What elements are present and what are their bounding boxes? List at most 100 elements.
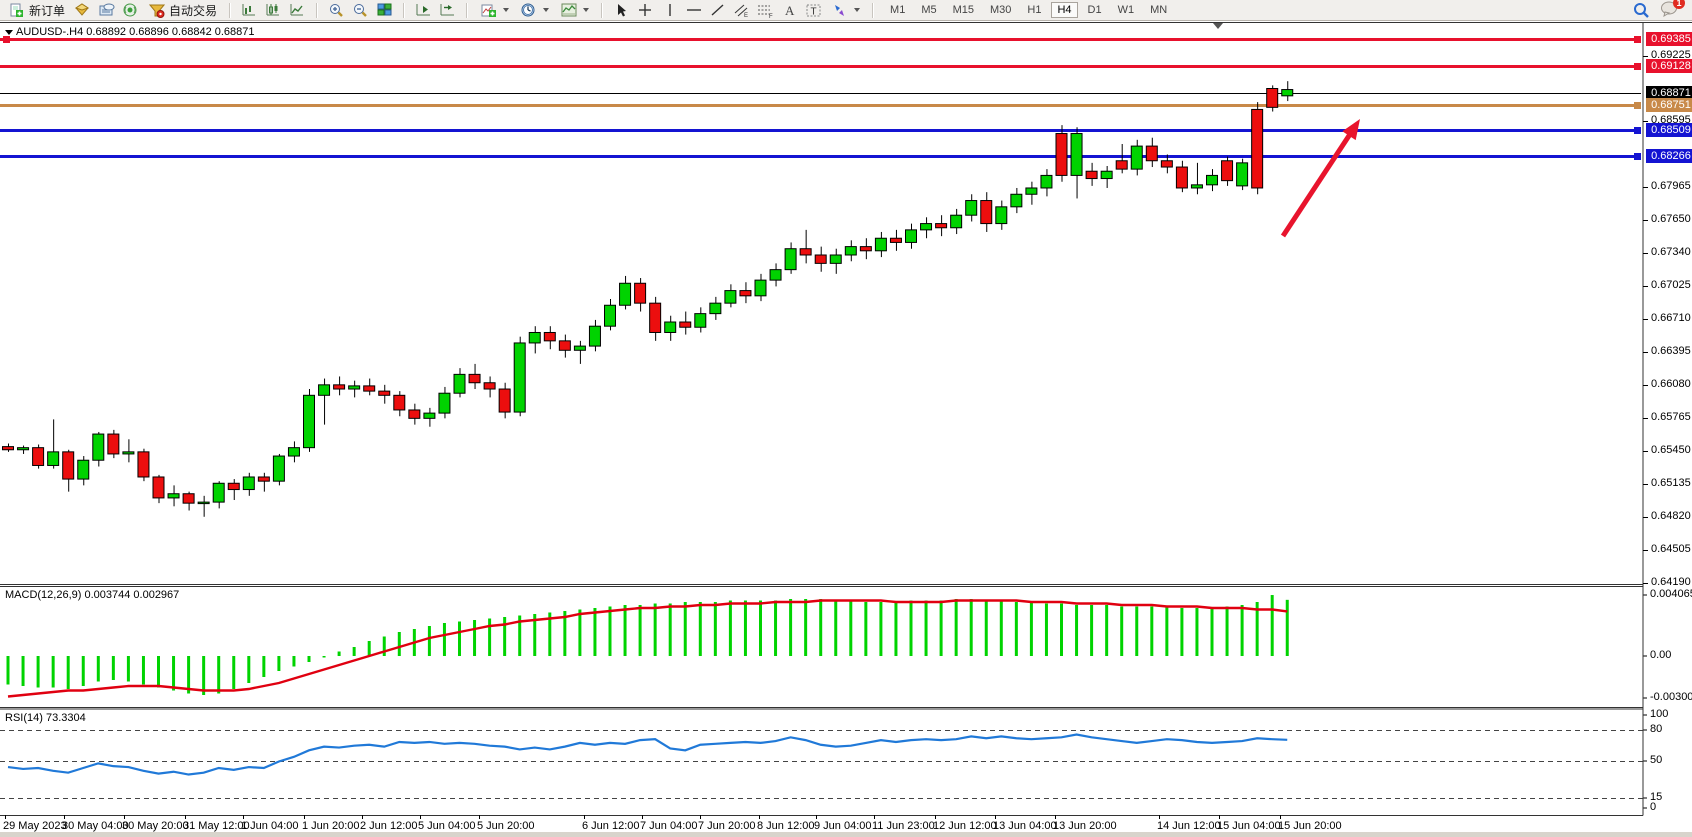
timeframe-button-h1[interactable]: H1	[1027, 4, 1042, 16]
candle-body	[724, 290, 737, 304]
candle-body	[167, 493, 180, 499]
hline-handle[interactable]	[1634, 153, 1641, 160]
text-tool-icon[interactable]: A	[781, 2, 798, 18]
timeframe-button-mn[interactable]: MN	[1150, 4, 1168, 16]
toolbar-separator	[601, 2, 604, 18]
periods-button[interactable]	[518, 1, 551, 20]
timeframe-button-m1[interactable]: M1	[890, 4, 906, 16]
chart-shift-marker[interactable]	[1213, 23, 1223, 29]
time-label: 1 Jun 20:00	[302, 820, 360, 832]
trend-arrow-object[interactable]	[1280, 125, 1357, 238]
zoom-in-icon[interactable]	[328, 2, 345, 18]
chat-button[interactable]: 1	[1660, 0, 1685, 20]
market-watch-icon[interactable]	[74, 2, 91, 18]
candle-body	[859, 246, 872, 252]
time-label: 5 Jun 04:00	[418, 820, 476, 832]
candle-body	[920, 223, 933, 231]
price-tick-label: 0.64505	[1651, 543, 1691, 555]
time-label: 8 Jun 12:00	[757, 820, 815, 832]
candle-body	[528, 331, 541, 344]
candle-body	[1100, 170, 1113, 180]
candle-body	[1190, 184, 1203, 189]
timeframe-button-m15[interactable]: M15	[952, 4, 974, 16]
candle-body	[408, 409, 421, 419]
candle-body	[634, 282, 647, 304]
templates-button[interactable]	[558, 1, 591, 20]
candle-body	[1025, 187, 1038, 195]
price-tick-label: 0.65450	[1651, 444, 1691, 456]
price-tick-label: 0.67965	[1651, 180, 1691, 192]
chart-shift-icon[interactable]	[439, 2, 456, 18]
candle-body	[950, 214, 963, 229]
toolbar-separator	[466, 2, 469, 18]
candle-body	[197, 501, 210, 505]
alerts-icon[interactable]	[122, 2, 139, 18]
candle-body	[889, 237, 902, 243]
bar-chart-type-icon[interactable]	[241, 2, 258, 18]
vertical-line-tool-icon[interactable]	[661, 2, 678, 18]
candle-body	[980, 200, 993, 225]
price-badge: 0.68751	[1646, 98, 1692, 112]
new-order-button[interactable]: 新订单	[6, 1, 67, 20]
macd-axis-label: -0.003005	[1650, 691, 1692, 703]
candle-body	[1010, 193, 1023, 208]
tile-windows-icon[interactable]	[376, 2, 393, 18]
candle-body	[754, 279, 767, 297]
candle-body	[558, 340, 571, 351]
candle-body	[1206, 174, 1218, 186]
timeframe-button-m5[interactable]: M5	[921, 4, 937, 16]
chart-menu-triangle[interactable]	[5, 30, 13, 35]
candle-body	[784, 248, 797, 271]
trendline-tool-icon[interactable]	[709, 2, 726, 18]
timeframe-button-m30[interactable]: M30	[990, 4, 1012, 16]
line-chart-type-icon[interactable]	[289, 2, 306, 18]
auto-scroll-icon[interactable]	[415, 2, 432, 18]
hline-handle[interactable]	[1634, 102, 1641, 109]
arrows-tool-button[interactable]	[829, 1, 862, 20]
price-tick-label: 0.69225	[1651, 49, 1691, 61]
svg-text:F: F	[769, 14, 773, 18]
candle-body	[348, 385, 361, 390]
candle-body	[694, 313, 707, 328]
chat-icon	[1661, 1, 1677, 17]
price-badge: 0.69128	[1646, 59, 1692, 73]
crosshair-tool-icon[interactable]	[637, 2, 654, 18]
horizontal-line-tool-icon[interactable]	[685, 2, 702, 18]
hline-handle[interactable]	[1634, 36, 1641, 43]
hline-handle[interactable]	[3, 36, 10, 43]
hline-handle[interactable]	[1634, 63, 1641, 70]
timeframe-button-d1[interactable]: D1	[1087, 4, 1102, 16]
trend-arrow-head[interactable]	[1342, 119, 1360, 141]
price-tick-label: 0.65765	[1651, 411, 1691, 423]
candle-body	[182, 493, 195, 504]
candlestick-chart-type-icon[interactable]	[265, 2, 282, 18]
cursor-tool-icon[interactable]	[613, 2, 630, 18]
text-label-tool-icon[interactable]: T	[805, 2, 822, 18]
macd-axis-label: 0.004065	[1650, 588, 1692, 600]
candle-body	[1266, 88, 1279, 108]
fibonacci-tool-icon[interactable]: F	[757, 2, 774, 18]
candle-body	[1145, 145, 1158, 162]
zoom-out-icon[interactable]	[352, 2, 369, 18]
price-tick-label: 0.66710	[1651, 312, 1691, 324]
candle-body	[905, 229, 917, 243]
timeframe-button-w1[interactable]: W1	[1117, 4, 1135, 16]
candle-body	[679, 321, 692, 328]
equidistant-channel-tool-icon[interactable]: E	[733, 2, 750, 18]
candle-body	[303, 394, 315, 449]
time-label: 2 Jun 12:00	[360, 820, 418, 832]
candle-body	[799, 248, 812, 256]
candle-body	[604, 304, 616, 327]
autotrading-button[interactable]: 自动交易	[146, 1, 219, 20]
candle-body	[62, 451, 75, 480]
data-window-icon[interactable]	[98, 2, 115, 18]
indicators-button[interactable]	[478, 1, 511, 20]
timeframe-button-h4[interactable]: H4	[1051, 2, 1078, 18]
hline-handle[interactable]	[1634, 127, 1641, 134]
price-tick-label: 0.64820	[1651, 510, 1691, 522]
periods-caret	[543, 8, 550, 12]
candle-body	[1281, 89, 1294, 97]
search-icon[interactable]	[1633, 2, 1650, 18]
candle-body	[137, 451, 150, 478]
